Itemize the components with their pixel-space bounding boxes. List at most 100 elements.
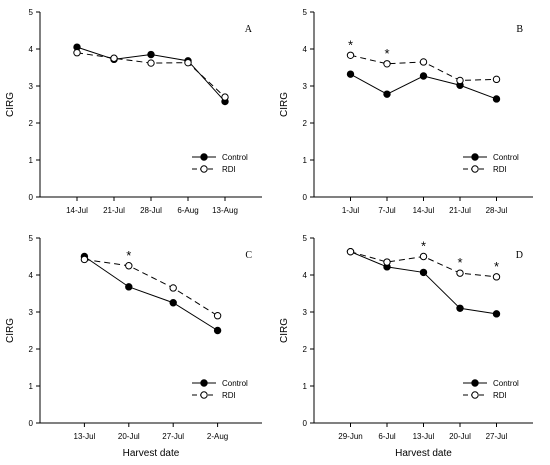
y-tick-label: 4 (29, 45, 34, 54)
legend-marker (200, 165, 208, 173)
data-point-rdi (346, 51, 355, 59)
data-point-control (213, 326, 222, 335)
data-point-rdi (221, 93, 229, 101)
y-tick-label: 4 (29, 271, 34, 280)
y-tick-label: 0 (303, 419, 308, 428)
legend-marker (200, 391, 208, 399)
panel-b: 0 1 2 3 4 5 1-Jul 7-Jul 14-Jul 21-Jul 28-Jul CIRG B *… (279, 8, 533, 215)
series-line-rdi (84, 258, 218, 317)
y-tick-label: 1 (303, 382, 308, 391)
x-tick-label: 21-Jul (103, 206, 125, 215)
data-point-control (383, 90, 391, 98)
significance-marker: * (348, 37, 353, 52)
y-tick-label: 3 (303, 308, 308, 317)
y-tick-label: 4 (303, 45, 308, 54)
legend-label: RDI (493, 391, 507, 400)
panel-letter: C (245, 250, 252, 261)
legend-label: Control (222, 153, 248, 162)
data-point-control (456, 304, 464, 312)
data-point-rdi (456, 269, 464, 277)
significance-marker: * (126, 248, 131, 263)
legend-marker (200, 153, 208, 161)
legend-label: Control (493, 153, 519, 162)
legend-marker (471, 165, 479, 173)
data-point-control (346, 70, 355, 78)
x-tick-label: 2-Aug (207, 432, 228, 441)
y-axis-title: CIRG (279, 318, 290, 343)
x-axis-title: Harvest date (123, 448, 180, 459)
x-axis-title: Harvest date (395, 448, 452, 459)
y-tick-label: 0 (303, 193, 308, 202)
y-tick-label: 3 (29, 308, 34, 317)
y-tick-label: 5 (303, 234, 308, 243)
x-tick-label: 13-Jul (413, 432, 435, 441)
series-line-control (350, 251, 497, 315)
panel-letter: B (516, 24, 523, 35)
series-line-control (84, 256, 218, 331)
data-point-rdi (492, 273, 501, 281)
data-point-rdi (213, 312, 222, 320)
y-tick-label: 2 (303, 119, 308, 128)
y-axis-title: CIRG (5, 92, 16, 117)
data-point-control (492, 310, 501, 318)
x-tick-label: 28-Jul (140, 206, 162, 215)
y-tick-label: 2 (303, 345, 308, 354)
data-point-control (492, 95, 501, 103)
data-point-rdi (125, 262, 133, 270)
significance-marker: * (384, 46, 389, 61)
y-axis-title: CIRG (279, 92, 290, 117)
data-point-control (419, 72, 428, 80)
data-point-rdi (184, 58, 192, 67)
significance-marker: * (421, 239, 426, 254)
x-tick-label: 13-Aug (212, 206, 238, 215)
data-point-rdi (73, 49, 81, 57)
series-line-rdi (76, 52, 226, 98)
legend-label: Control (222, 379, 248, 388)
y-tick-label: 1 (303, 156, 308, 165)
x-tick-label: 29-Jun (338, 432, 362, 441)
data-point-rdi (110, 54, 118, 62)
y-tick-label: 1 (29, 156, 34, 165)
y-axis-title: CIRG (5, 318, 16, 343)
data-point-control (147, 50, 155, 59)
legend-marker (471, 391, 479, 399)
legend-label: Control (493, 379, 519, 388)
y-tick-label: 5 (29, 234, 34, 243)
y-tick-label: 4 (303, 271, 308, 280)
y-tick-label: 2 (29, 119, 34, 128)
x-tick-label: 6-Jul (378, 432, 396, 441)
data-point-rdi (147, 59, 155, 67)
panel-d: 0 1 2 3 4 5 29-Jun 6-Jul 13-Jul 20-Jul 27-Jul CIRG H… (279, 234, 533, 459)
y-tick-label: 3 (303, 82, 308, 91)
legend-marker (471, 379, 479, 387)
data-point-control (169, 299, 177, 307)
data-point-rdi (419, 252, 428, 261)
y-tick-label: 1 (29, 382, 34, 391)
x-tick-label: 14-Jul (413, 206, 435, 215)
legend-label: RDI (493, 165, 507, 174)
data-point-rdi (80, 255, 89, 264)
x-tick-label: 13-Jul (74, 432, 96, 441)
data-point-rdi (456, 76, 464, 85)
legend-marker (200, 379, 208, 387)
data-point-rdi (383, 60, 391, 68)
y-tick-label: 2 (29, 345, 34, 354)
x-tick-label: 28-Jul (486, 206, 508, 215)
y-tick-label: 5 (29, 8, 34, 17)
data-point-control (125, 283, 133, 291)
x-tick-label: 6-Aug (177, 206, 198, 215)
legend-label: RDI (222, 391, 236, 400)
x-tick-label: 27-Jul (486, 432, 508, 441)
x-tick-label: 27-Jul (162, 432, 184, 441)
significance-marker: * (457, 255, 462, 270)
significance-marker: * (494, 259, 499, 274)
y-tick-label: 5 (303, 8, 308, 17)
y-tick-label: 3 (29, 82, 34, 91)
x-tick-label: 20-Jul (118, 432, 140, 441)
legend-label: RDI (222, 165, 236, 174)
x-tick-label: 20-Jul (449, 432, 471, 441)
data-point-rdi (346, 247, 355, 256)
x-tick-label: 14-Jul (66, 206, 88, 215)
data-point-control (419, 268, 428, 277)
